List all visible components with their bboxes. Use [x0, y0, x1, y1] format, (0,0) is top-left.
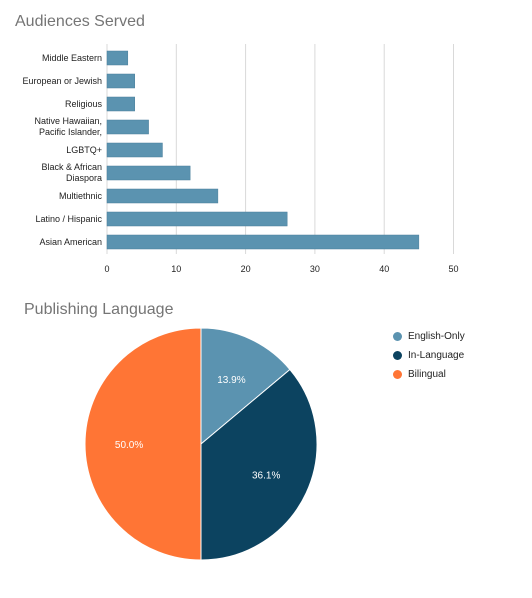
- legend-item: English-Only: [393, 327, 465, 346]
- bar: [106, 211, 288, 227]
- slice-value-label: 50.0%: [115, 440, 143, 451]
- category-label: Native Hawaiian, Pacific Islander,: [34, 116, 102, 137]
- pie-slice: [84, 327, 202, 561]
- legend-item: In-Language: [393, 346, 465, 365]
- bar: [106, 188, 219, 204]
- x-tick-label: 10: [171, 264, 181, 274]
- bar-chart-title: Audiences Served: [15, 13, 145, 30]
- bar-chart: 0 10 20 30 40 50 Middle Eastern European or Jew…: [22, 44, 459, 274]
- legend-label: In-Language: [408, 350, 465, 361]
- x-tick-label: 30: [310, 264, 320, 274]
- legend-label: English-Only: [408, 331, 465, 342]
- pie-slice: [200, 327, 291, 446]
- category-label: Asian American: [39, 237, 102, 247]
- x-tick-label: 40: [379, 264, 389, 274]
- x-tick-label: 20: [241, 264, 251, 274]
- legend-item: Bilingual: [393, 365, 465, 384]
- bar: [106, 50, 129, 66]
- legend-swatch: [393, 351, 402, 360]
- x-tick-label: 50: [448, 264, 458, 274]
- pie-slice: [200, 368, 318, 561]
- legend-label: Bilingual: [408, 369, 446, 380]
- pie-chart-title: Publishing Language: [24, 301, 174, 318]
- bar: [106, 96, 135, 112]
- category-label: Latino / Hispanic: [35, 214, 102, 224]
- category-label: LGBTQ+: [66, 145, 102, 155]
- slice-value-label: 36.1%: [252, 470, 280, 481]
- pie-legend: English-Only In-Language Bilingual: [393, 327, 465, 384]
- category-label: Middle Eastern: [42, 53, 102, 63]
- slice-value-label: 13.9%: [217, 375, 245, 386]
- legend-swatch: [393, 370, 402, 379]
- bar: [106, 165, 191, 181]
- category-label: European or Jewish: [22, 76, 102, 86]
- category-label: Religious: [65, 99, 103, 109]
- bar: [106, 119, 149, 135]
- bar: [106, 234, 420, 250]
- legend-swatch: [393, 332, 402, 341]
- bar: [106, 73, 135, 89]
- category-label: Multiethnic: [59, 191, 103, 201]
- x-tick-label: 0: [104, 264, 109, 274]
- bar: [106, 142, 163, 158]
- category-label: Black & African Diaspora: [41, 162, 102, 183]
